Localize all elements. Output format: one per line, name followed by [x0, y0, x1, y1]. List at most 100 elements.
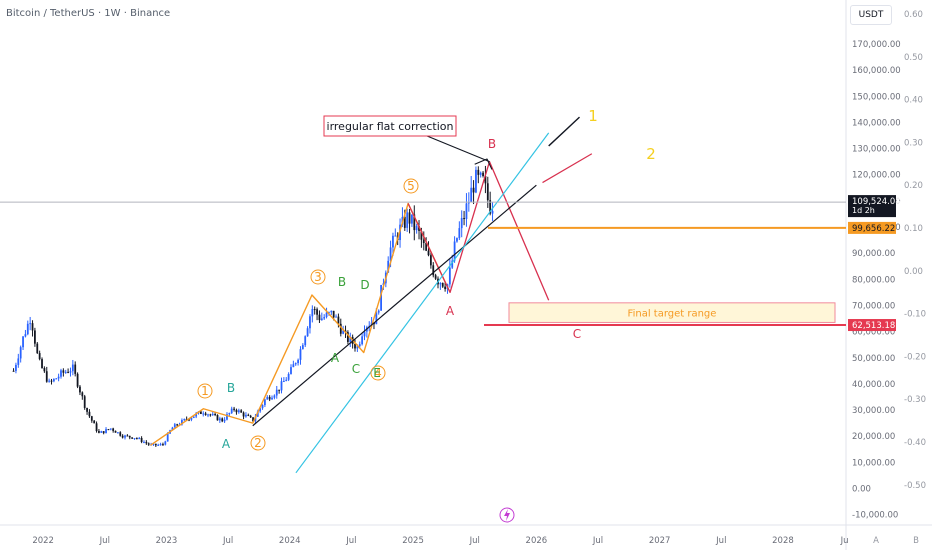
candle-body: [207, 414, 209, 416]
candle-body: [41, 359, 43, 369]
misc: [499, 507, 515, 523]
candle-body: [328, 312, 330, 314]
wave-2-label-ring: [250, 435, 266, 451]
y-tick-label: 30,000.00: [852, 406, 895, 416]
candle-body: [282, 381, 285, 383]
candle-body: [422, 239, 425, 244]
candle-body: [171, 427, 174, 431]
candle-body: [247, 414, 250, 416]
candle-body: [154, 443, 157, 446]
candle-body: [195, 413, 198, 417]
candle-body: [76, 373, 79, 387]
wave-5-label: 5: [407, 179, 415, 193]
candle-body: [36, 343, 39, 354]
y-tick-label: 170,000.00: [852, 40, 901, 50]
candle-body: [126, 435, 129, 437]
candle-body: [145, 441, 148, 444]
projection-2-label: 2: [646, 145, 656, 163]
candle-body: [24, 334, 27, 337]
currency-button[interactable]: USDT: [850, 5, 892, 25]
candle-body: [116, 432, 119, 434]
candle-body: [411, 214, 413, 224]
candle-body: [133, 438, 136, 440]
candle-body: [114, 430, 117, 433]
candle-body: [26, 323, 29, 335]
target-price-tag: 62,513.18: [852, 321, 895, 331]
candle-body: [245, 414, 247, 417]
candle-body: [157, 444, 160, 446]
y-tick-label: 70,000.00: [852, 301, 895, 311]
candle-body: [57, 376, 60, 379]
y2-tick-label: 0.20: [904, 181, 923, 191]
candle-body: [119, 432, 122, 436]
y2-tick-label: 0.10: [904, 224, 923, 234]
candle-body: [228, 413, 231, 415]
x-tick-label: 2024: [279, 536, 301, 546]
candle-body: [43, 368, 46, 372]
candle-body: [38, 353, 41, 360]
candle-body: [361, 336, 364, 345]
current-price-tag-timer: 1d 2h: [852, 206, 875, 215]
candle-body: [109, 428, 112, 430]
candle-body: [273, 395, 276, 398]
candle-body: [192, 416, 195, 418]
wave-1-label: 1: [201, 384, 209, 398]
x-tick-label: Ju: [840, 536, 849, 546]
candle-body: [477, 169, 480, 175]
candle-body: [489, 200, 492, 214]
candle-body: [323, 317, 326, 319]
candle-body: [339, 323, 342, 334]
support-price-tag-bg: [848, 221, 896, 234]
candle-body: [216, 414, 219, 421]
candle-body: [482, 172, 484, 177]
y-tick-label: 20,000.00: [852, 432, 895, 442]
candle-body: [176, 424, 179, 426]
candle-body: [448, 267, 451, 285]
candle-body: [34, 330, 36, 344]
candle-body: [135, 438, 138, 440]
candle-body: [60, 370, 62, 377]
wave-c3-label: C: [573, 327, 581, 341]
candle-body: [19, 347, 22, 359]
lightning-icon: [504, 509, 510, 521]
wave-c2-label: C: [352, 362, 360, 376]
candle-body: [17, 358, 20, 365]
candle-body: [456, 238, 458, 242]
candle-body: [83, 396, 86, 408]
candle-body: [346, 332, 349, 342]
candle-body: [311, 309, 314, 317]
candle-body: [460, 218, 463, 229]
candle-body: [31, 323, 34, 331]
candle-body: [441, 283, 444, 287]
candle-body: [392, 235, 394, 248]
candle-body: [320, 318, 323, 321]
candle-body: [271, 397, 273, 400]
candle-body: [375, 312, 378, 325]
candle-body: [204, 413, 207, 415]
y-tick-label: 50,000.00: [852, 354, 895, 364]
candle-body: [164, 441, 167, 445]
candle-body: [242, 412, 245, 417]
candle-body: [380, 285, 382, 311]
candle-body: [12, 370, 15, 372]
candle-body: [162, 444, 164, 446]
y2-tick-label: -0.10: [904, 310, 926, 320]
y-tick-label: 120,000.00: [852, 171, 901, 181]
candle-body: [69, 371, 72, 373]
candle-body: [292, 364, 295, 368]
target-range-box: [508, 302, 836, 323]
candle-body: [79, 386, 81, 393]
candle-body: [102, 431, 105, 434]
y2-tick-label: -0.20: [904, 352, 926, 362]
candle-body: [453, 241, 456, 261]
axis-mode-b: B: [913, 536, 919, 546]
wave-a3-label: A: [446, 304, 455, 318]
candle-body: [221, 418, 224, 422]
candle-body: [121, 435, 124, 438]
candle-body: [266, 396, 269, 400]
wave-3-label: 3: [314, 270, 322, 284]
candle-body: [95, 423, 98, 432]
candle-body: [325, 312, 328, 318]
